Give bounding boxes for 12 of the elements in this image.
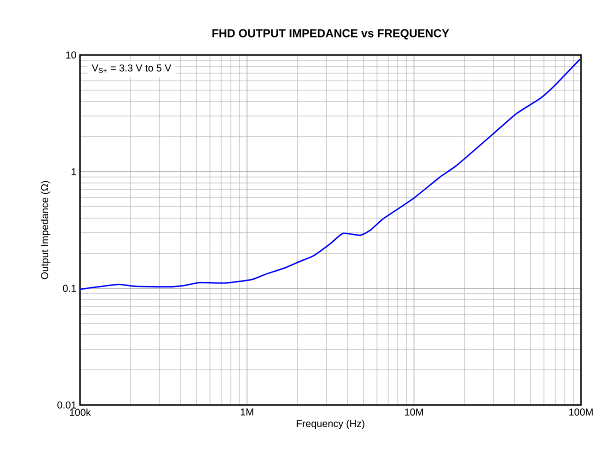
- y-tick-label: 10: [66, 51, 76, 59]
- x-tick-label: 100M: [569, 408, 593, 416]
- x-tick-label: 10M: [405, 408, 423, 416]
- chart-title: FHD OUTPUT IMPEDANCE vs FREQUENCY: [212, 29, 450, 40]
- x-tick-label: 1M: [240, 408, 254, 416]
- x-tick-label: 100k: [70, 408, 91, 416]
- y-tick-label: 1: [72, 168, 76, 176]
- y-tick-label: 0.01: [57, 401, 76, 409]
- y-tick-label: 0.1: [62, 284, 76, 292]
- annotation: V$_{S+}$ = 3.3 V to 5 V: [92, 64, 172, 73]
- x-axis-title: Frequency (Hz): [296, 420, 364, 430]
- y-axis-title: Output Impedance (Ω): [40, 181, 50, 280]
